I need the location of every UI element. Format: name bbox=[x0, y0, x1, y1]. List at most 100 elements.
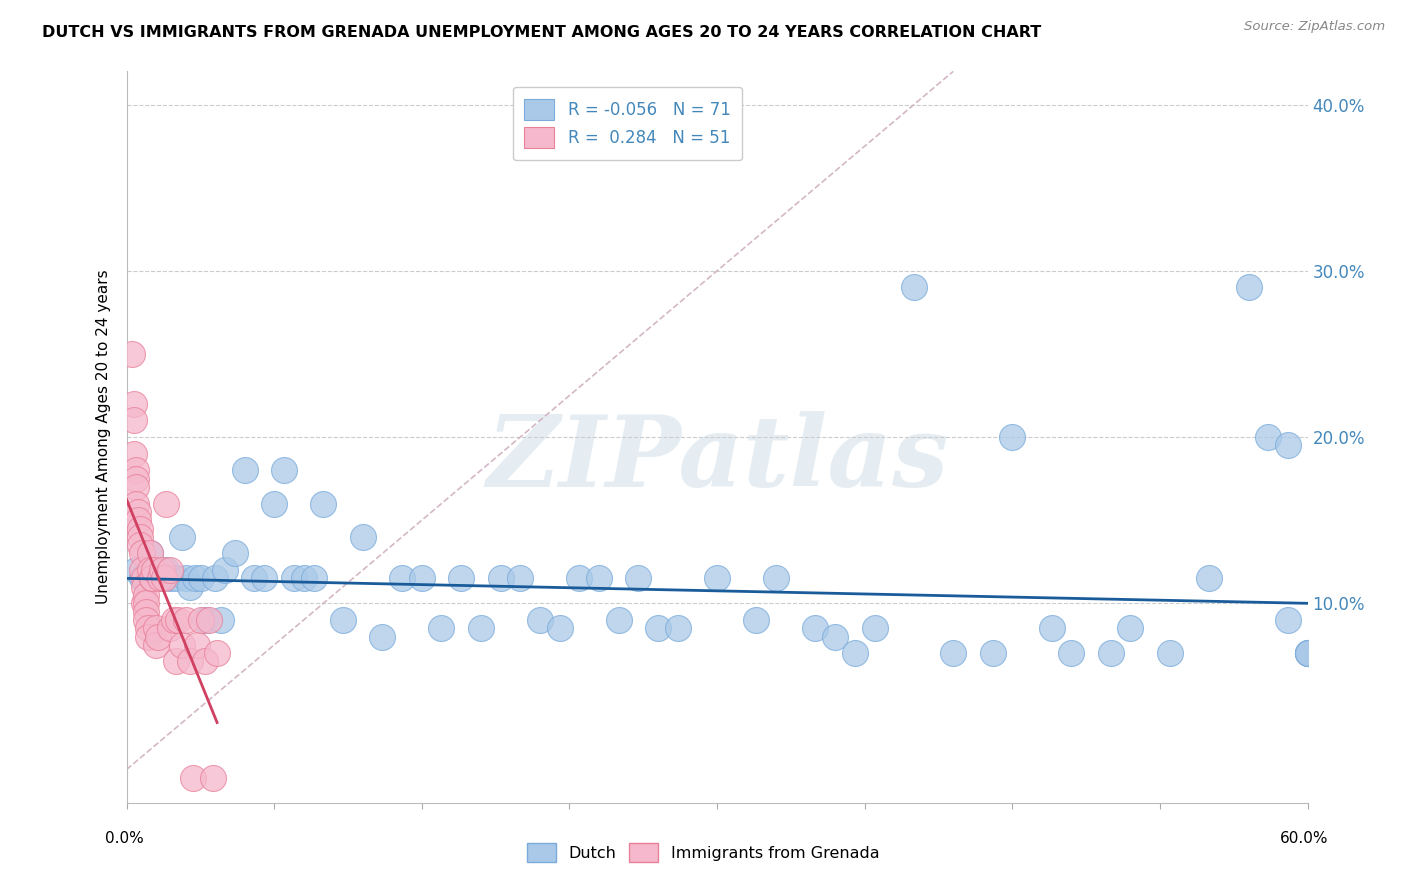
Point bbox=[179, 655, 201, 669]
Point bbox=[145, 621, 167, 635]
Point bbox=[134, 571, 156, 585]
Point bbox=[184, 571, 207, 585]
Point bbox=[568, 571, 591, 585]
Point bbox=[124, 447, 146, 461]
Point bbox=[190, 613, 212, 627]
Point bbox=[183, 771, 205, 785]
Point bbox=[129, 538, 152, 552]
Point bbox=[163, 613, 186, 627]
Point bbox=[125, 497, 148, 511]
Point bbox=[121, 347, 143, 361]
Point bbox=[170, 638, 193, 652]
Point bbox=[150, 571, 173, 585]
Point bbox=[131, 571, 153, 585]
Point bbox=[131, 546, 153, 560]
Point bbox=[627, 571, 650, 585]
Point bbox=[194, 655, 217, 669]
Point bbox=[125, 472, 148, 486]
Point bbox=[263, 497, 285, 511]
Point bbox=[145, 638, 167, 652]
Point bbox=[1159, 646, 1181, 660]
Text: 60.0%: 60.0% bbox=[1281, 831, 1329, 846]
Point bbox=[131, 563, 153, 577]
Point bbox=[141, 571, 163, 585]
Point bbox=[139, 546, 162, 560]
Point bbox=[666, 621, 689, 635]
Point bbox=[745, 613, 768, 627]
Point bbox=[205, 646, 228, 660]
Point bbox=[135, 588, 157, 602]
Point bbox=[174, 571, 197, 585]
Point bbox=[283, 571, 305, 585]
Point bbox=[489, 571, 512, 585]
Point bbox=[824, 630, 846, 644]
Point bbox=[588, 571, 610, 585]
Point bbox=[548, 621, 571, 635]
Point bbox=[125, 463, 148, 477]
Point bbox=[186, 638, 208, 652]
Point bbox=[430, 621, 453, 635]
Point bbox=[706, 571, 728, 585]
Point bbox=[145, 571, 167, 585]
Point bbox=[129, 521, 152, 535]
Point bbox=[371, 630, 394, 644]
Point bbox=[942, 646, 965, 660]
Point bbox=[190, 571, 212, 585]
Point bbox=[529, 613, 551, 627]
Point bbox=[127, 513, 149, 527]
Point bbox=[214, 563, 236, 577]
Point bbox=[863, 621, 886, 635]
Legend: R = -0.056   N = 71, R =  0.284   N = 51: R = -0.056 N = 71, R = 0.284 N = 51 bbox=[513, 87, 742, 160]
Text: 0.0%: 0.0% bbox=[105, 831, 145, 846]
Point bbox=[765, 571, 787, 585]
Point bbox=[844, 646, 866, 660]
Point bbox=[165, 571, 187, 585]
Point bbox=[139, 563, 162, 577]
Point bbox=[194, 613, 217, 627]
Point bbox=[312, 497, 335, 511]
Point bbox=[141, 571, 163, 585]
Point bbox=[149, 571, 172, 585]
Point bbox=[179, 580, 201, 594]
Point bbox=[302, 571, 325, 585]
Point bbox=[1119, 621, 1142, 635]
Point bbox=[903, 280, 925, 294]
Point bbox=[1296, 646, 1319, 660]
Point bbox=[804, 621, 827, 635]
Point bbox=[202, 771, 225, 785]
Point bbox=[1296, 646, 1319, 660]
Point bbox=[253, 571, 276, 585]
Point bbox=[174, 613, 197, 627]
Point bbox=[1060, 646, 1083, 660]
Point bbox=[1001, 430, 1024, 444]
Point bbox=[450, 571, 472, 585]
Legend: Dutch, Immigrants from Grenada: Dutch, Immigrants from Grenada bbox=[520, 837, 886, 868]
Point bbox=[125, 480, 148, 494]
Point bbox=[1296, 646, 1319, 660]
Point bbox=[159, 571, 181, 585]
Point bbox=[135, 613, 157, 627]
Point bbox=[198, 613, 221, 627]
Point bbox=[209, 613, 232, 627]
Point bbox=[607, 613, 630, 627]
Point bbox=[125, 563, 148, 577]
Point bbox=[1040, 621, 1063, 635]
Point bbox=[124, 397, 146, 411]
Point bbox=[134, 596, 156, 610]
Point bbox=[129, 530, 152, 544]
Point bbox=[135, 605, 157, 619]
Point bbox=[1277, 613, 1299, 627]
Point bbox=[1296, 646, 1319, 660]
Point bbox=[155, 563, 177, 577]
Point bbox=[332, 613, 354, 627]
Point bbox=[135, 571, 157, 585]
Point bbox=[124, 413, 146, 427]
Point bbox=[391, 571, 413, 585]
Point bbox=[170, 530, 193, 544]
Point bbox=[352, 530, 374, 544]
Point bbox=[146, 630, 169, 644]
Point bbox=[134, 580, 156, 594]
Point bbox=[153, 571, 176, 585]
Point bbox=[150, 563, 173, 577]
Point bbox=[1277, 438, 1299, 452]
